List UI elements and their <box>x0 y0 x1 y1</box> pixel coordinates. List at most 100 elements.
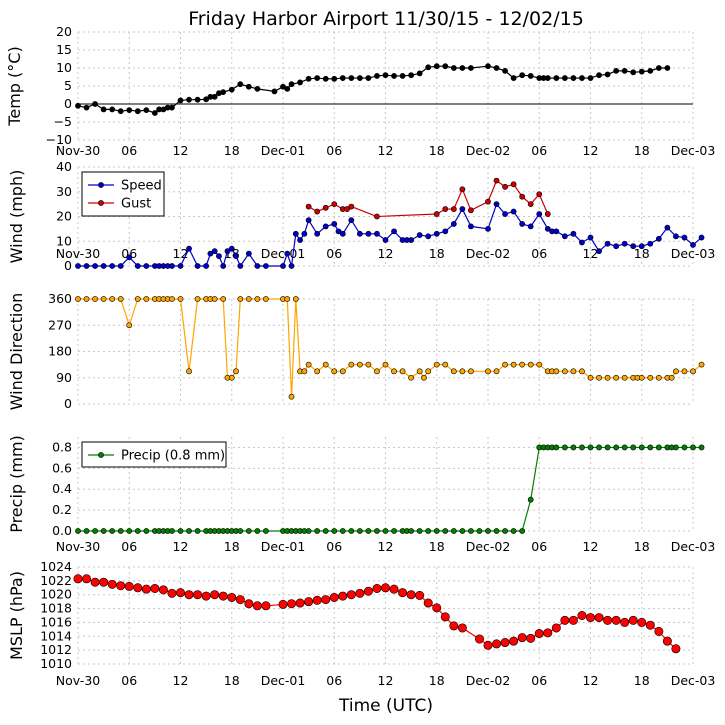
data-point-mslp <box>176 588 186 598</box>
data-point-dir <box>681 368 688 375</box>
data-point-wind <box>493 177 500 184</box>
data-point-temp <box>117 108 124 115</box>
y-tick-label-mslp: 1010 <box>40 656 72 671</box>
data-point-mslp <box>492 639 502 649</box>
data-point-wind <box>228 245 235 252</box>
data-point-dir <box>134 296 141 302</box>
data-point-temp <box>356 75 363 81</box>
y-tick-label-temp: 5 <box>64 78 72 93</box>
data-point-dir <box>519 361 526 368</box>
data-point-wind <box>450 221 457 227</box>
data-point-mslp <box>415 590 425 600</box>
data-point-dir <box>621 374 628 381</box>
data-point-mslp <box>124 581 134 591</box>
data-point-temp <box>416 70 423 77</box>
data-point-temp <box>348 75 355 81</box>
y-tick-label-mslp: 1016 <box>40 614 72 629</box>
data-point-wind <box>664 224 671 231</box>
x-tick-label-temp: 12 <box>173 143 189 158</box>
x-tick-label-precip: 18 <box>224 539 240 554</box>
data-point-dir <box>100 296 107 302</box>
data-point-wind <box>284 250 291 257</box>
data-point-mslp <box>73 574 83 584</box>
data-point-precip <box>169 528 175 534</box>
data-point-precip <box>134 528 141 534</box>
data-point-precip <box>356 528 363 534</box>
x-tick-label-precip: 06 <box>326 539 342 554</box>
x-tick-label-precip: Dec-01 <box>261 539 306 554</box>
data-point-mslp <box>321 595 331 605</box>
data-point-dir <box>339 368 346 375</box>
data-point-mslp <box>201 591 211 601</box>
data-point-dir <box>109 296 116 302</box>
data-point-mslp <box>295 598 305 608</box>
data-point-dir <box>613 374 620 381</box>
data-point-wind <box>216 253 222 259</box>
data-point-wind <box>579 239 585 246</box>
data-point-wind <box>203 263 210 269</box>
x-tick-label-temp: 18 <box>429 143 445 158</box>
x-tick-label-temp: 18 <box>224 143 240 158</box>
data-point-temp <box>570 75 577 81</box>
data-point-mslp <box>603 615 613 625</box>
data-point-mslp <box>158 585 168 595</box>
data-point-wind <box>391 228 397 235</box>
legend-box <box>81 441 227 468</box>
data-point-temp <box>322 75 329 82</box>
data-point-mslp <box>611 615 621 625</box>
data-point-wind <box>527 223 534 230</box>
data-point-dir <box>374 368 380 375</box>
data-point-temp <box>271 88 278 95</box>
data-point-mslp <box>389 584 399 594</box>
data-point-dir <box>365 361 372 368</box>
data-point-precip <box>553 444 560 451</box>
data-point-precip <box>673 444 679 451</box>
data-point-precip <box>314 528 321 534</box>
data-point-temp <box>284 85 291 92</box>
y-tick-label-temp: −5 <box>54 114 72 129</box>
data-point-dir <box>284 296 291 302</box>
y-tick-label-temp: 20 <box>56 24 72 39</box>
data-point-dir <box>117 296 124 302</box>
data-point-wind <box>502 183 508 190</box>
data-point-temp <box>109 106 116 113</box>
x-tick-label-temp: 06 <box>531 143 547 158</box>
data-point-precip <box>177 528 184 534</box>
data-point-precip <box>100 528 107 534</box>
data-point-precip <box>502 528 508 534</box>
data-point-mslp <box>398 588 408 598</box>
y-tick-label-dir: 0 <box>64 396 72 411</box>
data-point-wind <box>288 263 295 269</box>
data-point-dir <box>459 368 466 375</box>
data-point-dir <box>638 374 645 381</box>
data-point-wind <box>587 234 594 241</box>
data-point-temp <box>519 72 526 79</box>
data-point-precip <box>408 528 415 534</box>
data-point-mslp <box>252 601 262 611</box>
data-point-precip <box>690 444 696 451</box>
data-point-precip <box>305 528 312 534</box>
data-point-wind <box>186 245 192 252</box>
data-point-wind <box>169 263 175 269</box>
data-point-dir <box>169 296 175 302</box>
data-point-dir <box>233 368 239 375</box>
data-point-wind <box>638 243 645 250</box>
data-point-wind <box>527 201 534 208</box>
legend-marker <box>98 452 104 458</box>
data-point-wind <box>408 237 415 243</box>
x-tick-label-wind: Dec-01 <box>261 246 306 261</box>
data-point-mslp <box>133 583 143 593</box>
data-point-dir <box>690 368 696 375</box>
data-point-precip <box>442 528 449 534</box>
x-tick-label-mslp: 12 <box>583 673 599 688</box>
x-tick-label-temp: 12 <box>378 143 394 158</box>
data-point-mslp <box>82 574 92 584</box>
data-point-wind <box>493 201 500 208</box>
x-tick-label-mslp: 12 <box>378 673 394 688</box>
x-tick-label-wind: 06 <box>326 246 342 261</box>
data-point-wind <box>459 206 466 212</box>
x-tick-label-temp: 06 <box>121 143 137 158</box>
data-point-temp <box>194 96 201 103</box>
data-point-dir <box>425 368 432 375</box>
data-point-wind <box>416 232 423 238</box>
